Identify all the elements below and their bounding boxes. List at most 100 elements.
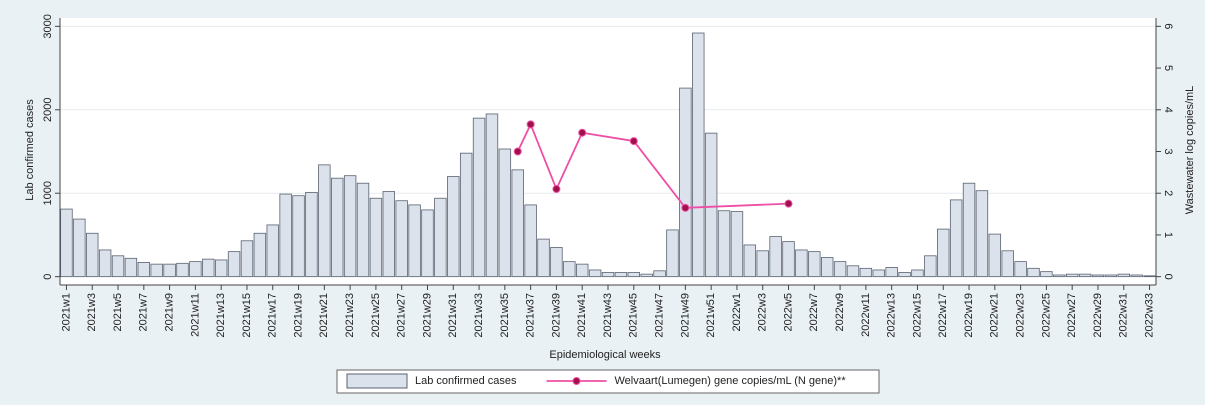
bar	[498, 148, 512, 278]
y-tick-label: 3000	[42, 14, 54, 38]
x-tick-label: 2021w13	[215, 293, 227, 338]
x-tick-label: 2021w47	[653, 293, 665, 338]
y2-tick-label: 0	[1162, 274, 1174, 280]
bar	[1117, 273, 1130, 278]
bar	[962, 182, 976, 278]
line-segment	[633, 140, 687, 209]
bar	[692, 32, 705, 278]
line-segment	[685, 202, 789, 209]
bar	[459, 152, 473, 278]
line-marker	[784, 199, 793, 208]
bar	[1065, 273, 1079, 278]
x-tick-label: 2021w21	[318, 293, 330, 338]
x-tick-label: 2021w25	[370, 293, 382, 338]
x-tick-label: 2021w49	[679, 293, 691, 338]
y-tick-label: 0	[42, 274, 54, 280]
bar	[447, 176, 460, 278]
bar	[343, 175, 357, 278]
bar	[421, 209, 434, 278]
bar	[550, 247, 563, 278]
x-tick-label: 2022w27	[1066, 293, 1078, 338]
bar	[885, 267, 898, 278]
bar	[253, 232, 267, 278]
x-tick-label: 2022w11	[860, 293, 872, 337]
x-tick-label: 2022w7	[808, 293, 820, 332]
x-tick-label: 2021w17	[267, 293, 279, 338]
y2-tick-label: 6	[1162, 23, 1174, 29]
bar	[988, 233, 1002, 278]
bar	[820, 257, 834, 278]
bar	[730, 211, 744, 278]
x-tick-label: 2021w23	[344, 293, 356, 338]
bar	[511, 169, 524, 278]
bar	[937, 228, 950, 278]
bar	[614, 272, 628, 278]
bar	[240, 240, 254, 278]
x-tick-label: 2022w15	[911, 293, 923, 338]
bar	[743, 244, 757, 278]
bar	[1040, 271, 1053, 278]
bar	[176, 262, 189, 278]
x-tick-label: 2022w1	[731, 293, 743, 332]
bar	[279, 193, 292, 278]
x-tick-label: 2021w3	[86, 293, 98, 332]
bar	[395, 200, 408, 278]
x-tick-label: 2021w9	[164, 293, 176, 332]
x-tick-label: 2021w35	[499, 293, 511, 338]
x-tick-label: 2021w37	[525, 293, 537, 338]
x-tick-label: 2022w13	[886, 293, 898, 338]
line-marker	[629, 137, 638, 146]
x-tick-label: 2022w33	[1143, 293, 1155, 338]
x-tick-label: 2021w29	[421, 293, 433, 338]
y2-tick-label: 2	[1162, 190, 1174, 196]
bar	[189, 261, 202, 278]
x-tick-label: 2021w11	[189, 293, 201, 337]
bar	[408, 204, 421, 278]
bar	[1027, 267, 1040, 278]
bar	[769, 236, 782, 278]
x-axis-title: Epidemiological weeks	[549, 349, 661, 361]
x-tick-label: 2021w7	[138, 293, 150, 332]
bar	[808, 251, 821, 278]
bar	[666, 229, 679, 278]
x-tick-label: 2021w19	[292, 293, 304, 338]
bar	[485, 113, 499, 278]
bar	[846, 265, 860, 278]
x-tick-label: 2022w23	[1015, 293, 1027, 338]
bar	[163, 263, 176, 278]
line-marker	[578, 128, 587, 137]
bar	[1104, 274, 1118, 278]
line-segment	[555, 132, 584, 190]
y-axis-title: Lab confirmed cases	[24, 99, 36, 201]
x-tick-label: 2021w45	[628, 293, 640, 338]
bar	[1143, 275, 1156, 278]
bar	[627, 272, 640, 278]
bar	[704, 132, 718, 278]
bar	[1014, 261, 1027, 278]
x-tick-label: 2021w5	[112, 293, 124, 332]
x-tick-label: 2022w25	[1040, 293, 1052, 338]
line-segment	[529, 124, 558, 190]
bar	[331, 177, 344, 278]
bar	[305, 191, 318, 278]
bar	[924, 255, 937, 278]
x-tick-label: 2021w1	[60, 293, 72, 332]
line-marker	[681, 203, 690, 212]
bar	[1078, 273, 1092, 278]
x-tick-label: 2022w3	[757, 293, 769, 332]
bar	[98, 249, 112, 278]
x-tick-label: 2022w17	[937, 293, 949, 338]
x-tick-label: 2022w29	[1092, 293, 1104, 338]
x-tick-label: 2022w31	[1118, 293, 1130, 338]
bar	[472, 117, 486, 278]
bar	[975, 190, 989, 278]
line-segment	[516, 123, 532, 152]
x-tick-label: 2021w39	[550, 293, 562, 338]
bar	[137, 262, 151, 278]
bar	[434, 197, 447, 278]
x-tick-label: 2021w27	[396, 293, 408, 338]
bar	[1091, 274, 1105, 278]
y2-axis-title: Wastewater log copies/mL	[1184, 86, 1196, 215]
bar	[227, 251, 241, 278]
x-tick-label: 2021w15	[241, 293, 253, 338]
